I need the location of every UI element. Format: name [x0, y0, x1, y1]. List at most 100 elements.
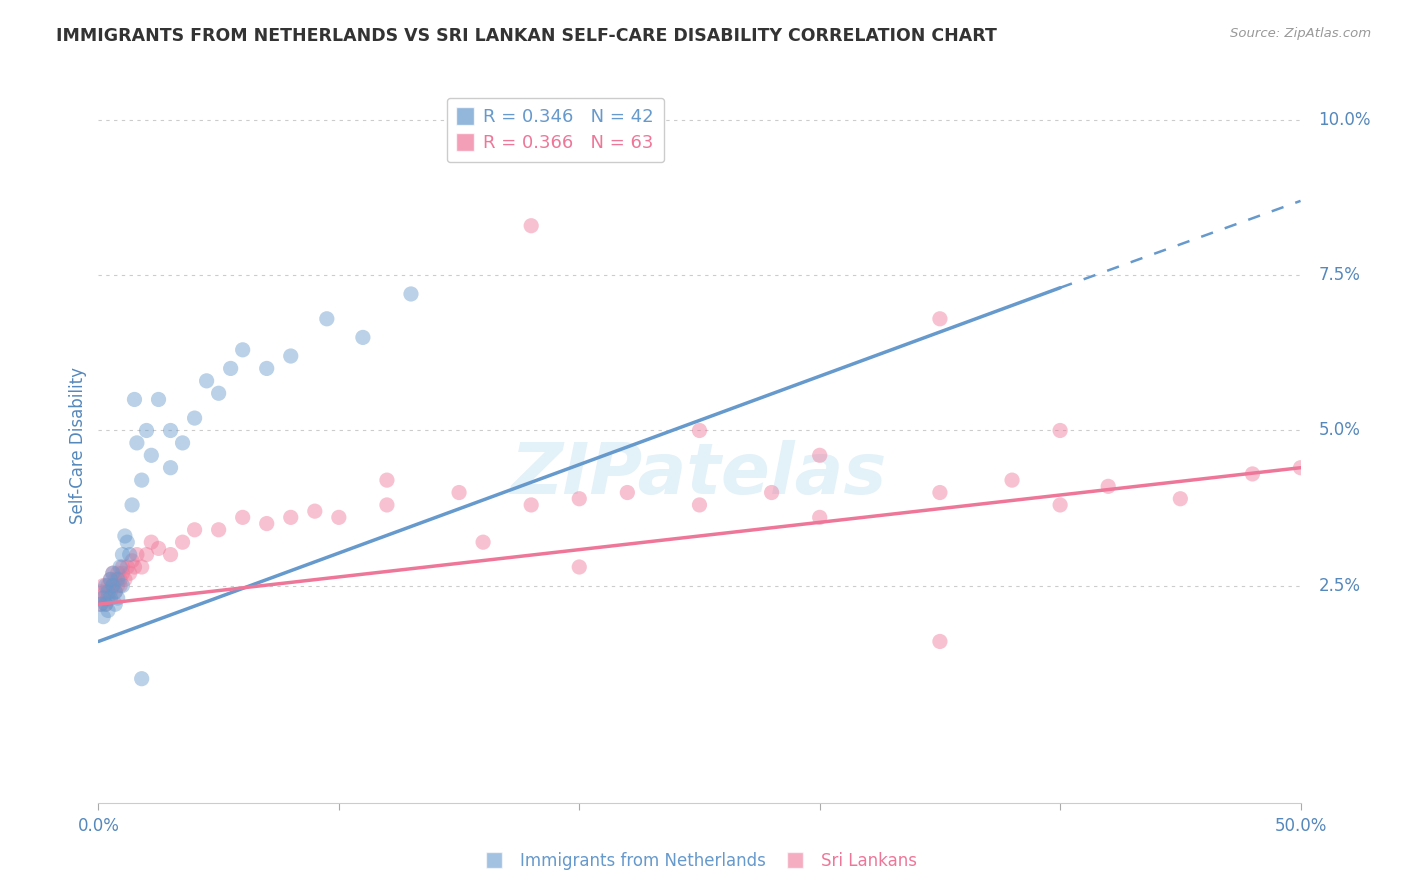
Point — [172, 436, 194, 450]
Point — [111, 560, 134, 574]
Point — [107, 591, 129, 605]
Point — [1170, 491, 1192, 506]
Point — [108, 560, 131, 574]
Point — [97, 603, 120, 617]
Point — [1241, 467, 1264, 481]
Text: 5.0%: 5.0% — [1319, 422, 1361, 440]
Point — [148, 392, 170, 407]
Point — [808, 510, 831, 524]
Point — [688, 424, 710, 438]
Point — [111, 548, 134, 562]
Point — [104, 597, 127, 611]
Point — [328, 510, 350, 524]
Point — [101, 566, 124, 581]
Point — [928, 485, 950, 500]
Point — [118, 566, 141, 581]
Point — [94, 597, 117, 611]
Point — [104, 584, 127, 599]
Point — [108, 579, 131, 593]
Point — [520, 498, 543, 512]
Point — [928, 311, 950, 326]
Point — [568, 491, 591, 506]
Point — [97, 579, 120, 593]
Point — [616, 485, 638, 500]
Point — [183, 523, 205, 537]
Point — [111, 566, 134, 581]
Point — [107, 579, 129, 593]
Point — [100, 591, 122, 605]
Point — [141, 448, 163, 462]
Point — [568, 560, 591, 574]
Point — [94, 579, 117, 593]
Point — [131, 672, 153, 686]
Point — [141, 535, 163, 549]
Point — [124, 560, 146, 574]
Point — [280, 510, 302, 524]
Text: Source: ZipAtlas.com: Source: ZipAtlas.com — [1230, 27, 1371, 40]
Point — [104, 584, 127, 599]
Point — [90, 584, 112, 599]
Point — [91, 591, 114, 605]
Point — [131, 473, 153, 487]
Point — [280, 349, 302, 363]
Point — [256, 361, 278, 376]
Point — [101, 579, 124, 593]
Point — [90, 597, 112, 611]
Point — [195, 374, 218, 388]
Point — [124, 392, 146, 407]
Point — [104, 573, 127, 587]
Point — [232, 343, 254, 357]
Point — [97, 591, 120, 605]
Point — [159, 424, 181, 438]
Point — [111, 579, 134, 593]
Text: 7.5%: 7.5% — [1319, 267, 1361, 285]
Point — [100, 573, 122, 587]
Point — [761, 485, 783, 500]
Point — [183, 411, 205, 425]
Point — [219, 361, 242, 376]
Point — [135, 548, 157, 562]
Point — [1097, 479, 1119, 493]
Point — [352, 330, 374, 344]
Point — [121, 498, 143, 512]
Point — [159, 548, 181, 562]
Point — [100, 584, 122, 599]
Point — [447, 485, 470, 500]
Point — [1049, 424, 1071, 438]
Point — [208, 386, 231, 401]
Text: ZIPatеlas: ZIPatеlas — [512, 440, 887, 509]
Point — [172, 535, 194, 549]
Text: 2.5%: 2.5% — [1319, 576, 1361, 595]
Point — [520, 219, 543, 233]
Text: 10.0%: 10.0% — [1319, 112, 1371, 129]
Point — [91, 579, 114, 593]
Point — [375, 498, 398, 512]
Point — [315, 311, 337, 326]
Point — [688, 498, 710, 512]
Point — [94, 584, 117, 599]
Point — [399, 287, 422, 301]
Point — [90, 597, 112, 611]
Point — [928, 634, 950, 648]
Point — [1289, 460, 1312, 475]
Point — [472, 535, 495, 549]
Legend: Immigrants from Netherlands, Sri Lankans: Immigrants from Netherlands, Sri Lankans — [475, 846, 924, 877]
Point — [91, 609, 114, 624]
Point — [159, 460, 181, 475]
Point — [107, 573, 129, 587]
Point — [108, 573, 131, 587]
Point — [256, 516, 278, 531]
Text: IMMIGRANTS FROM NETHERLANDS VS SRI LANKAN SELF-CARE DISABILITY CORRELATION CHART: IMMIGRANTS FROM NETHERLANDS VS SRI LANKA… — [56, 27, 997, 45]
Point — [1049, 498, 1071, 512]
Point — [125, 436, 148, 450]
Point — [375, 473, 398, 487]
Point — [114, 529, 136, 543]
Y-axis label: Self-Care Disability: Self-Care Disability — [69, 368, 87, 524]
Point — [97, 584, 120, 599]
Point — [114, 573, 136, 587]
Point — [131, 560, 153, 574]
Point — [101, 566, 124, 581]
Point — [121, 554, 143, 568]
Point — [1001, 473, 1024, 487]
Point — [125, 548, 148, 562]
